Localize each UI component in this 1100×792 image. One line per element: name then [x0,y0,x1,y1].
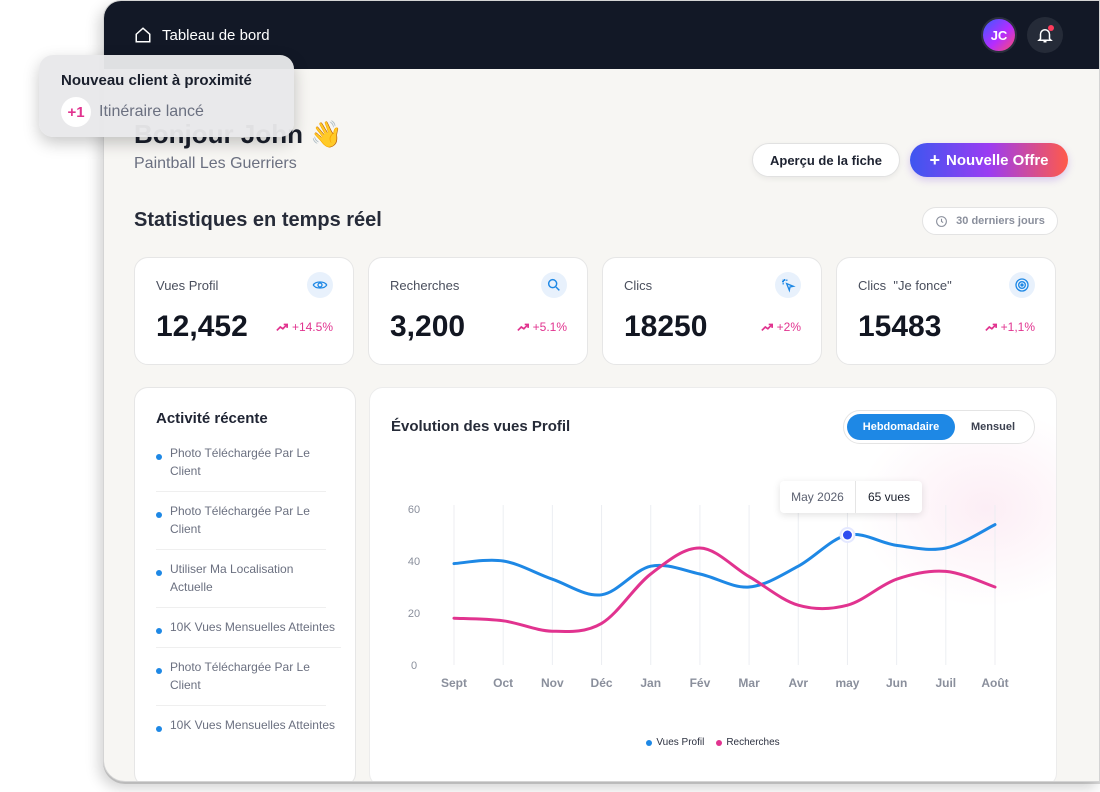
stat-label: Clics "Je fonce" [858,278,952,293]
notification-subtitle: Itinéraire lancé [99,103,204,120]
stat-delta: +14.5% [276,320,333,334]
chart-tooltip: May 2026 65 vues [780,481,922,513]
new-offer-label: Nouvelle Offre [945,151,1049,169]
x-tick-label: Nov [541,676,564,690]
stat-value: 3,200 [390,310,466,343]
stat-card-go-clicks: Clics "Je fonce" 15483 +1,1% [836,257,1056,365]
x-tick-label: Mar [738,676,760,690]
list-item[interactable]: Photo Téléchargée Par Le Client [156,502,326,550]
period-toggle[interactable]: Hebdomadaire Mensuel [843,410,1035,444]
chart-legend: Vues Profil Recherches [370,737,1056,748]
stat-delta-value: +14.5% [291,320,333,334]
trend-up-icon [276,323,288,332]
stat-value: 18250 [624,310,708,343]
plus-icon: + [929,150,940,170]
legend-item: Recherches [716,737,780,748]
legend-swatch [646,739,653,746]
list-item[interactable]: Photo Téléchargée Par Le Client [156,658,326,706]
target-icon [1009,272,1035,298]
stat-label: Clics [624,278,653,293]
avatar[interactable]: JC [981,17,1017,53]
series-line-searches [452,546,997,634]
x-tick-label: may [835,676,859,690]
new-offer-button[interactable]: + Nouvelle Offre [910,143,1068,177]
x-tick-label: Sept [441,676,467,690]
home-icon [135,27,151,43]
activity-title: Activité récente [156,410,268,427]
x-tick-label: Fév [690,676,711,690]
preview-button[interactable]: Aperçu de la fiche [752,143,900,177]
line-chart: 0 20 40 60 Sept Oct Nov Déc Jan Fév Mar Avr may Jun Ju… [408,504,1009,690]
x-tick-label: Jan [640,676,661,690]
breadcrumb[interactable]: Tableau de bord [134,26,270,44]
series-line-views [452,523,997,597]
y-tick-label: 20 [408,608,420,620]
period-selector[interactable]: 30 derniers jours [922,207,1058,235]
recent-activity-panel: Activité récente Photo Téléchargée Par L… [134,387,356,781]
stat-label: Recherches [390,278,460,293]
views-chart-panel: Évolution des vues Profil Hebdomadaire M… [369,387,1057,781]
list-item[interactable]: 10K Vues Mensuelles Atteintes [156,618,341,648]
y-tick-label: 40 [408,556,420,568]
toggle-weekly[interactable]: Hebdomadaire [847,414,955,440]
stat-card-views: Vues Profil 12,452 +14.5% [134,257,354,365]
eye-icon [307,272,333,298]
x-tick-label: Déc [591,676,613,690]
legend-swatch [716,739,723,746]
x-tick-label: Juil [935,676,956,690]
trend-up-icon [760,323,773,332]
activity-list: Photo Téléchargée Par Le Client Photo Té… [156,444,346,755]
legend-item: Vues Profil [646,737,704,748]
stat-label: Vues Profil [156,278,219,293]
notifications-button[interactable] [1027,17,1063,53]
x-tick-label: Avr [788,676,808,690]
highlight-point [842,530,852,540]
toggle-monthly[interactable]: Mensuel [970,421,1015,433]
notification-badge: +1 [61,97,91,127]
tooltip-label: May 2026 [780,481,856,513]
chart-title: Évolution des vues Profil [391,418,571,435]
stat-value: 12,452 [156,310,248,343]
click-icon [775,272,801,298]
period-label: 30 derniers jours [956,215,1045,227]
legend-label: Vues Profil [656,737,705,748]
breadcrumb-label: Tableau de bord [162,26,270,44]
trend-up-icon [984,323,997,332]
wave-emoji: 👋 [310,119,343,149]
business-name: Paintball Les Guerriers [134,155,297,172]
tooltip-value: 65 vues [867,490,911,504]
stat-delta-value: +2% [776,320,801,334]
y-tick-label: 60 [408,504,420,516]
stat-delta: +2% [760,320,801,334]
stat-card-clicks: Clics 18250 +2% [602,257,822,365]
stat-value: 15483 [858,310,942,343]
unread-dot [1048,25,1054,31]
list-item[interactable]: Photo Téléchargée Par Le Client [156,444,326,492]
bell-icon [1037,29,1053,43]
list-item[interactable]: Utiliser Ma Localisation Actuelle [156,560,326,608]
stat-delta-value: +5.1% [532,320,567,334]
search-icon [541,272,567,298]
stats-title: Statistiques en temps réel [134,209,382,231]
legend-label: Recherches [726,737,780,748]
notification-title: Nouveau client à proximité [61,72,252,89]
stat-delta: +5.1% [516,320,567,334]
x-tick-label: Août [981,676,1008,690]
clock-icon [936,215,948,227]
stat-delta: +1,1% [984,320,1035,334]
stat-card-searches: Recherches 3,200 +5.1% [368,257,588,365]
stat-delta-value: +1,1% [1000,320,1035,334]
notification-popup[interactable]: Nouveau client à proximité +1 Itinéraire… [39,55,294,137]
trend-up-icon [516,323,529,332]
list-item[interactable]: 10K Vues Mensuelles Atteintes [156,716,341,745]
x-tick-label: Oct [493,676,513,690]
x-tick-label: Jun [886,676,907,690]
y-tick-label: 0 [411,660,417,672]
